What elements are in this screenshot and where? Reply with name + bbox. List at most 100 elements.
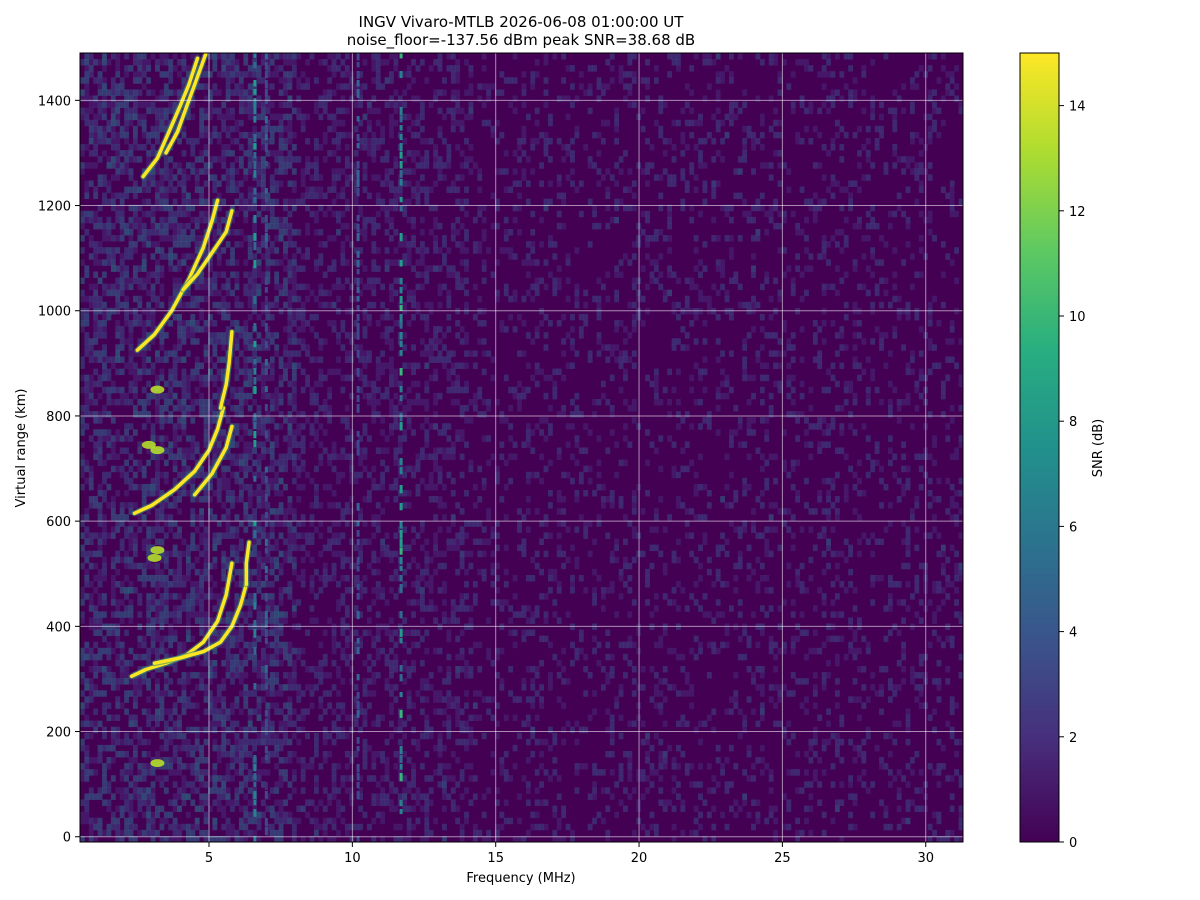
noise-cell: [115, 156, 121, 163]
noise-cell: [358, 119, 363, 127]
noise-cell: [146, 532, 152, 539]
noise-cell: [283, 222, 288, 230]
noise-cell: [389, 344, 394, 351]
noise-cell: [283, 289, 288, 297]
noise-cell: [322, 192, 328, 200]
noise-cell: [119, 793, 125, 800]
noise-cell: [216, 180, 222, 187]
noise-cell: [353, 605, 359, 612]
noise-cell: [300, 574, 306, 582]
noise-cell: [132, 392, 138, 400]
noise-cell: [265, 265, 271, 272]
noise-cell: [340, 817, 346, 825]
noise-cell: [88, 301, 94, 309]
noise-cell: [313, 210, 319, 218]
noise-cell: [300, 520, 306, 527]
noise-cell: [252, 71, 257, 78]
noise-cell: [230, 799, 235, 806]
noise-cell: [181, 781, 187, 788]
noise-cell: [366, 313, 372, 321]
noise-cell: [221, 684, 227, 691]
noise-cell: [221, 435, 227, 442]
noise-cell: [124, 817, 129, 825]
noise-cell: [415, 150, 421, 157]
noise-cell: [106, 411, 112, 418]
noise-cell: [269, 247, 275, 254]
noise-cell: [252, 508, 257, 515]
noise-cell: [106, 757, 112, 764]
noise-cell: [296, 411, 302, 418]
noise-cell: [97, 593, 103, 600]
noise-cell: [150, 435, 156, 442]
noise-cell: [150, 690, 156, 697]
noise-cell: [132, 483, 138, 491]
noise-cell: [393, 417, 399, 424]
noise-cell: [274, 678, 280, 685]
noise-cell: [155, 241, 160, 248]
noise-cell: [291, 107, 297, 115]
noise-cell: [185, 411, 191, 418]
noise-cell: [322, 89, 328, 96]
noise-cell: [358, 435, 363, 442]
noise-cell: [199, 411, 205, 418]
noise-cell: [278, 137, 284, 145]
noise-cell: [358, 374, 363, 382]
noise-cell: [203, 769, 209, 776]
noise-cell: [115, 520, 121, 527]
noise-cell: [124, 283, 129, 291]
noise-cell: [234, 653, 240, 661]
noise-cell: [97, 665, 103, 673]
noise-cell: [80, 235, 85, 242]
noise-cell: [168, 568, 174, 576]
noise-cell: [208, 593, 213, 600]
noise-cell: [172, 611, 178, 618]
noise-cell: [327, 77, 333, 84]
noise-cell: [137, 775, 143, 782]
noise-cell: [358, 71, 363, 78]
noise-cell: [261, 137, 266, 145]
noise-cell: [212, 131, 218, 139]
noise-cell: [141, 423, 147, 430]
noise-cell: [278, 113, 284, 121]
noise-cell: [261, 53, 266, 60]
noise-cell: [230, 113, 235, 121]
noise-cell: [163, 53, 169, 60]
noise-cell: [393, 641, 399, 649]
noise-cell: [296, 53, 302, 60]
noise-cell: [411, 775, 416, 782]
noise-cell: [349, 131, 355, 139]
noise-cell: [283, 59, 288, 66]
noise-cell: [141, 229, 147, 236]
noise-cell: [208, 53, 213, 60]
noise-cell: [155, 95, 160, 102]
noise-cell: [163, 587, 169, 594]
noise-cell: [128, 150, 134, 157]
noise-cell: [287, 77, 293, 84]
noise-cell: [221, 247, 227, 254]
noise-cell: [406, 714, 412, 722]
noise-cell: [194, 471, 200, 479]
noise-cell: [362, 757, 368, 764]
noise-cell: [216, 720, 222, 728]
noise-cell: [110, 113, 116, 121]
noise-cell: [97, 690, 103, 697]
noise-cell: [402, 793, 408, 800]
noise-cell: [128, 344, 134, 351]
noise-cell: [238, 144, 244, 151]
noise-cell: [102, 574, 107, 582]
noise-cell: [424, 696, 430, 703]
noise-cell: [309, 835, 315, 842]
noise-cell: [141, 581, 147, 588]
noise-cell: [203, 641, 209, 649]
noise-cell: [221, 113, 227, 121]
noise-cell: [106, 714, 112, 722]
noise-cell: [150, 726, 156, 734]
noise-cell: [287, 720, 293, 728]
noise-cell: [141, 829, 147, 837]
noise-cell: [93, 447, 99, 454]
noise-cell: [340, 708, 346, 715]
noise-cell: [203, 556, 209, 564]
noise-cell: [212, 174, 218, 181]
noise-cell: [97, 392, 103, 400]
noise-cell: [419, 113, 425, 121]
